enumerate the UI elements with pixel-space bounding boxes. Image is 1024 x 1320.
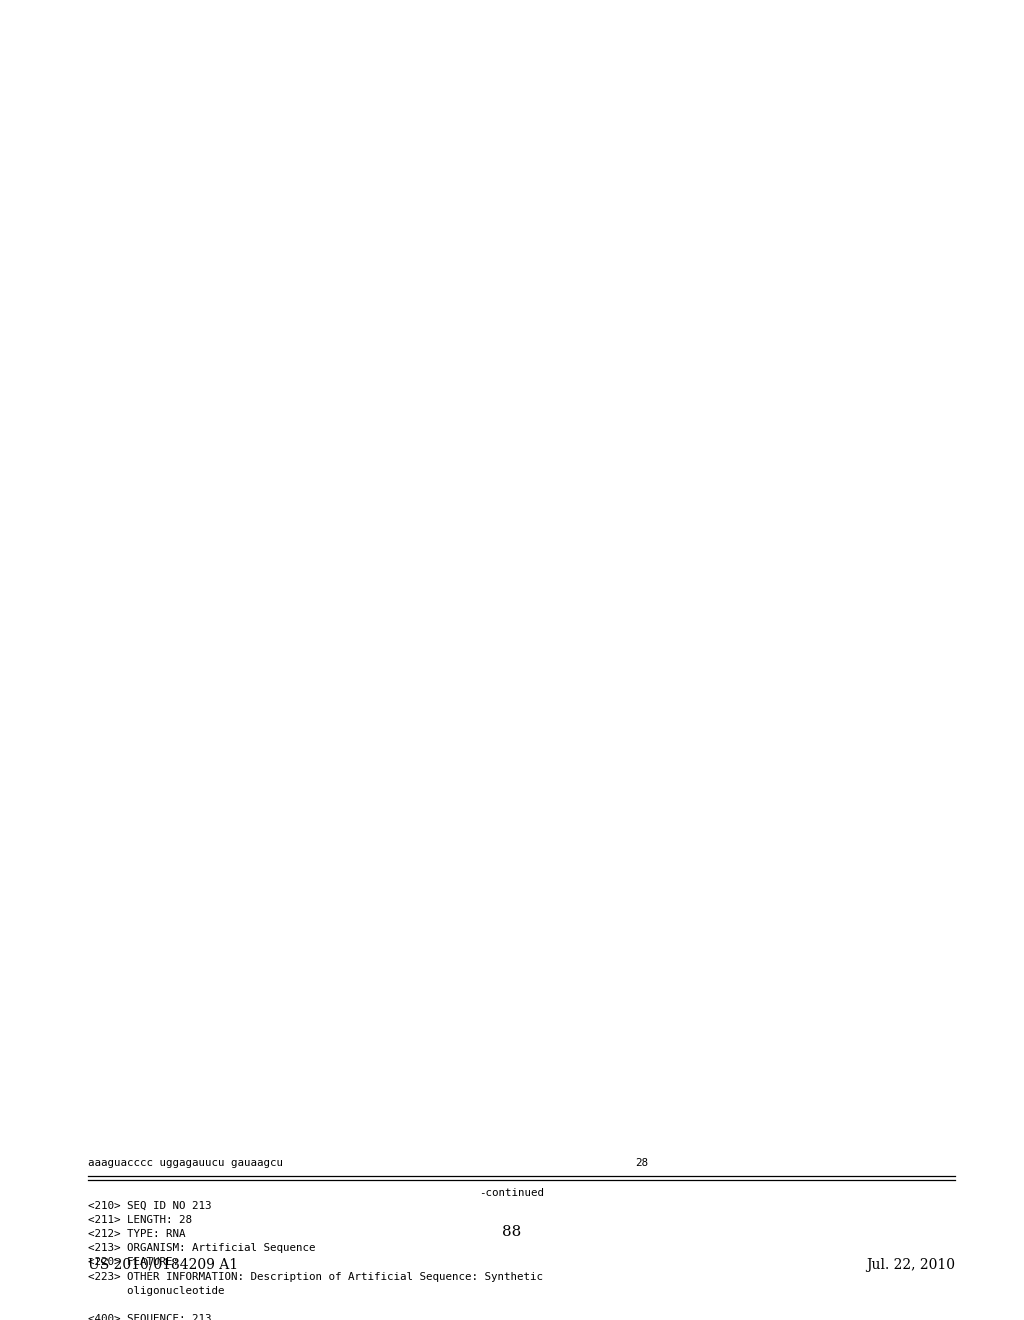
Text: Jul. 22, 2010: Jul. 22, 2010 bbox=[866, 1258, 955, 1272]
Text: aaaguacccc uggagauucu gauaagcu: aaaguacccc uggagauucu gauaagcu bbox=[88, 1158, 283, 1168]
Text: <210> SEQ ID NO 213: <210> SEQ ID NO 213 bbox=[88, 1201, 212, 1210]
Text: <220> FEATURE:: <220> FEATURE: bbox=[88, 1258, 179, 1267]
Text: <213> ORGANISM: Artificial Sequence: <213> ORGANISM: Artificial Sequence bbox=[88, 1243, 315, 1253]
Text: <212> TYPE: RNA: <212> TYPE: RNA bbox=[88, 1229, 185, 1239]
Text: 88: 88 bbox=[503, 1225, 521, 1239]
Text: oligonucleotide: oligonucleotide bbox=[88, 1286, 224, 1296]
Text: US 2010/0184209 A1: US 2010/0184209 A1 bbox=[88, 1258, 239, 1272]
Text: <400> SEQUENCE: 213: <400> SEQUENCE: 213 bbox=[88, 1315, 212, 1320]
Text: -continued: -continued bbox=[479, 1188, 545, 1199]
Text: <223> OTHER INFORMATION: Description of Artificial Sequence: Synthetic: <223> OTHER INFORMATION: Description of … bbox=[88, 1271, 543, 1282]
Text: 28: 28 bbox=[635, 1158, 648, 1168]
Text: <211> LENGTH: 28: <211> LENGTH: 28 bbox=[88, 1214, 193, 1225]
